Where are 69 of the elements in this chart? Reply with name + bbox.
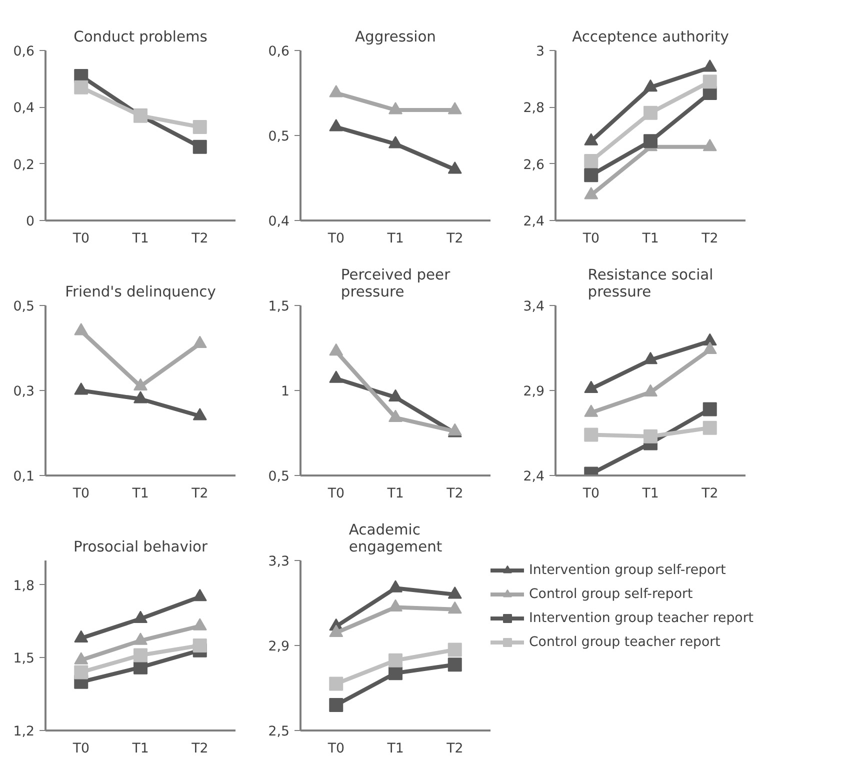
x-tick-label: T0 — [72, 742, 90, 756]
y-tick-label: 2,4 — [523, 214, 545, 230]
point — [388, 389, 402, 402]
point — [329, 343, 344, 356]
x-tick-label: T1 — [131, 486, 149, 502]
y-tick-label: 1 — [281, 384, 290, 400]
x-tick-label: T2 — [700, 232, 718, 246]
chart-title: Resistance social pressure — [588, 266, 714, 300]
y-tick-label: 0,5 — [268, 470, 290, 484]
y-tick-label: 0,2 — [13, 158, 35, 173]
point — [329, 370, 344, 383]
y-tick-label: 0,6 — [13, 44, 35, 60]
y-tick-label: 2,6 — [523, 158, 545, 173]
y-tick-label: 1,5 — [268, 300, 290, 314]
chart-title: Perceived peer pressure — [340, 266, 452, 300]
x-tick-label: T0 — [582, 486, 600, 502]
x-tick-label: T0 — [72, 486, 90, 502]
y-tick-label: 1,5 — [13, 652, 35, 667]
point — [388, 410, 402, 422]
point — [192, 120, 207, 134]
y-tick-label: 0,6 — [268, 44, 290, 60]
y-tick-label: 3,3 — [268, 554, 290, 570]
chart-title: Acceptence authority — [572, 28, 730, 46]
x-tick-label: T2 — [446, 742, 464, 756]
x-tick-label: T0 — [582, 232, 600, 246]
chart-title: Prosocial behavior — [73, 538, 208, 556]
x-tick-label: T0 — [326, 742, 344, 756]
x-tick-label: T0 — [72, 232, 90, 246]
chart-title: Academic engagement — [348, 522, 442, 556]
y-tick-label: 0,1 — [13, 470, 35, 484]
chart-title: Conduct problems — [74, 28, 208, 46]
x-tick-label: T0 — [326, 232, 344, 246]
point — [192, 140, 207, 154]
x-tick-label: T2 — [446, 232, 464, 246]
x-tick-label: T1 — [386, 232, 404, 246]
legend-label: Control group teacher report — [529, 634, 720, 650]
y-tick-label: 0,4 — [13, 101, 35, 116]
y-tick-label: 0,4 — [268, 214, 290, 230]
y-tick-label: 2,4 — [523, 470, 545, 484]
x-tick-label: T0 — [326, 486, 344, 502]
x-tick-label: T1 — [641, 486, 659, 502]
y-tick-label: 1,8 — [13, 578, 35, 594]
x-tick-label: T2 — [700, 486, 718, 502]
chart-title: Friend's delinquency — [65, 284, 216, 300]
y-tick-label: 2,9 — [268, 640, 290, 654]
legend-label: Intervention group teacher report — [529, 610, 754, 626]
x-tick-label: T1 — [641, 232, 659, 246]
y-tick-label: 0,5 — [268, 130, 290, 144]
point — [74, 80, 88, 94]
x-tick-label: T1 — [131, 742, 149, 756]
legend-label: Control group self-report — [529, 586, 693, 602]
x-tick-label: T2 — [190, 742, 208, 756]
x-tick-label: T2 — [446, 486, 464, 502]
y-tick-label: 1,2 — [13, 724, 35, 740]
y-tick-label: 3,4 — [523, 300, 545, 314]
y-tick-label: 2,5 — [268, 724, 290, 740]
x-tick-label: T2 — [190, 486, 208, 502]
y-tick-label: 3 — [536, 44, 545, 60]
y-tick-label: 2,8 — [523, 101, 545, 116]
x-tick-label: T1 — [386, 486, 404, 502]
y-tick-label: 0,3 — [13, 384, 35, 400]
chart-title: Aggression — [355, 28, 436, 46]
y-tick-label: 0 — [26, 214, 35, 230]
x-tick-label: T2 — [190, 232, 208, 246]
y-tick-label: 0,5 — [13, 300, 35, 314]
legend-label: Intervention group self-report — [529, 562, 726, 578]
x-tick-label: T1 — [386, 742, 404, 756]
y-tick-label: 2,9 — [523, 384, 545, 400]
x-tick-label: T1 — [131, 232, 149, 246]
